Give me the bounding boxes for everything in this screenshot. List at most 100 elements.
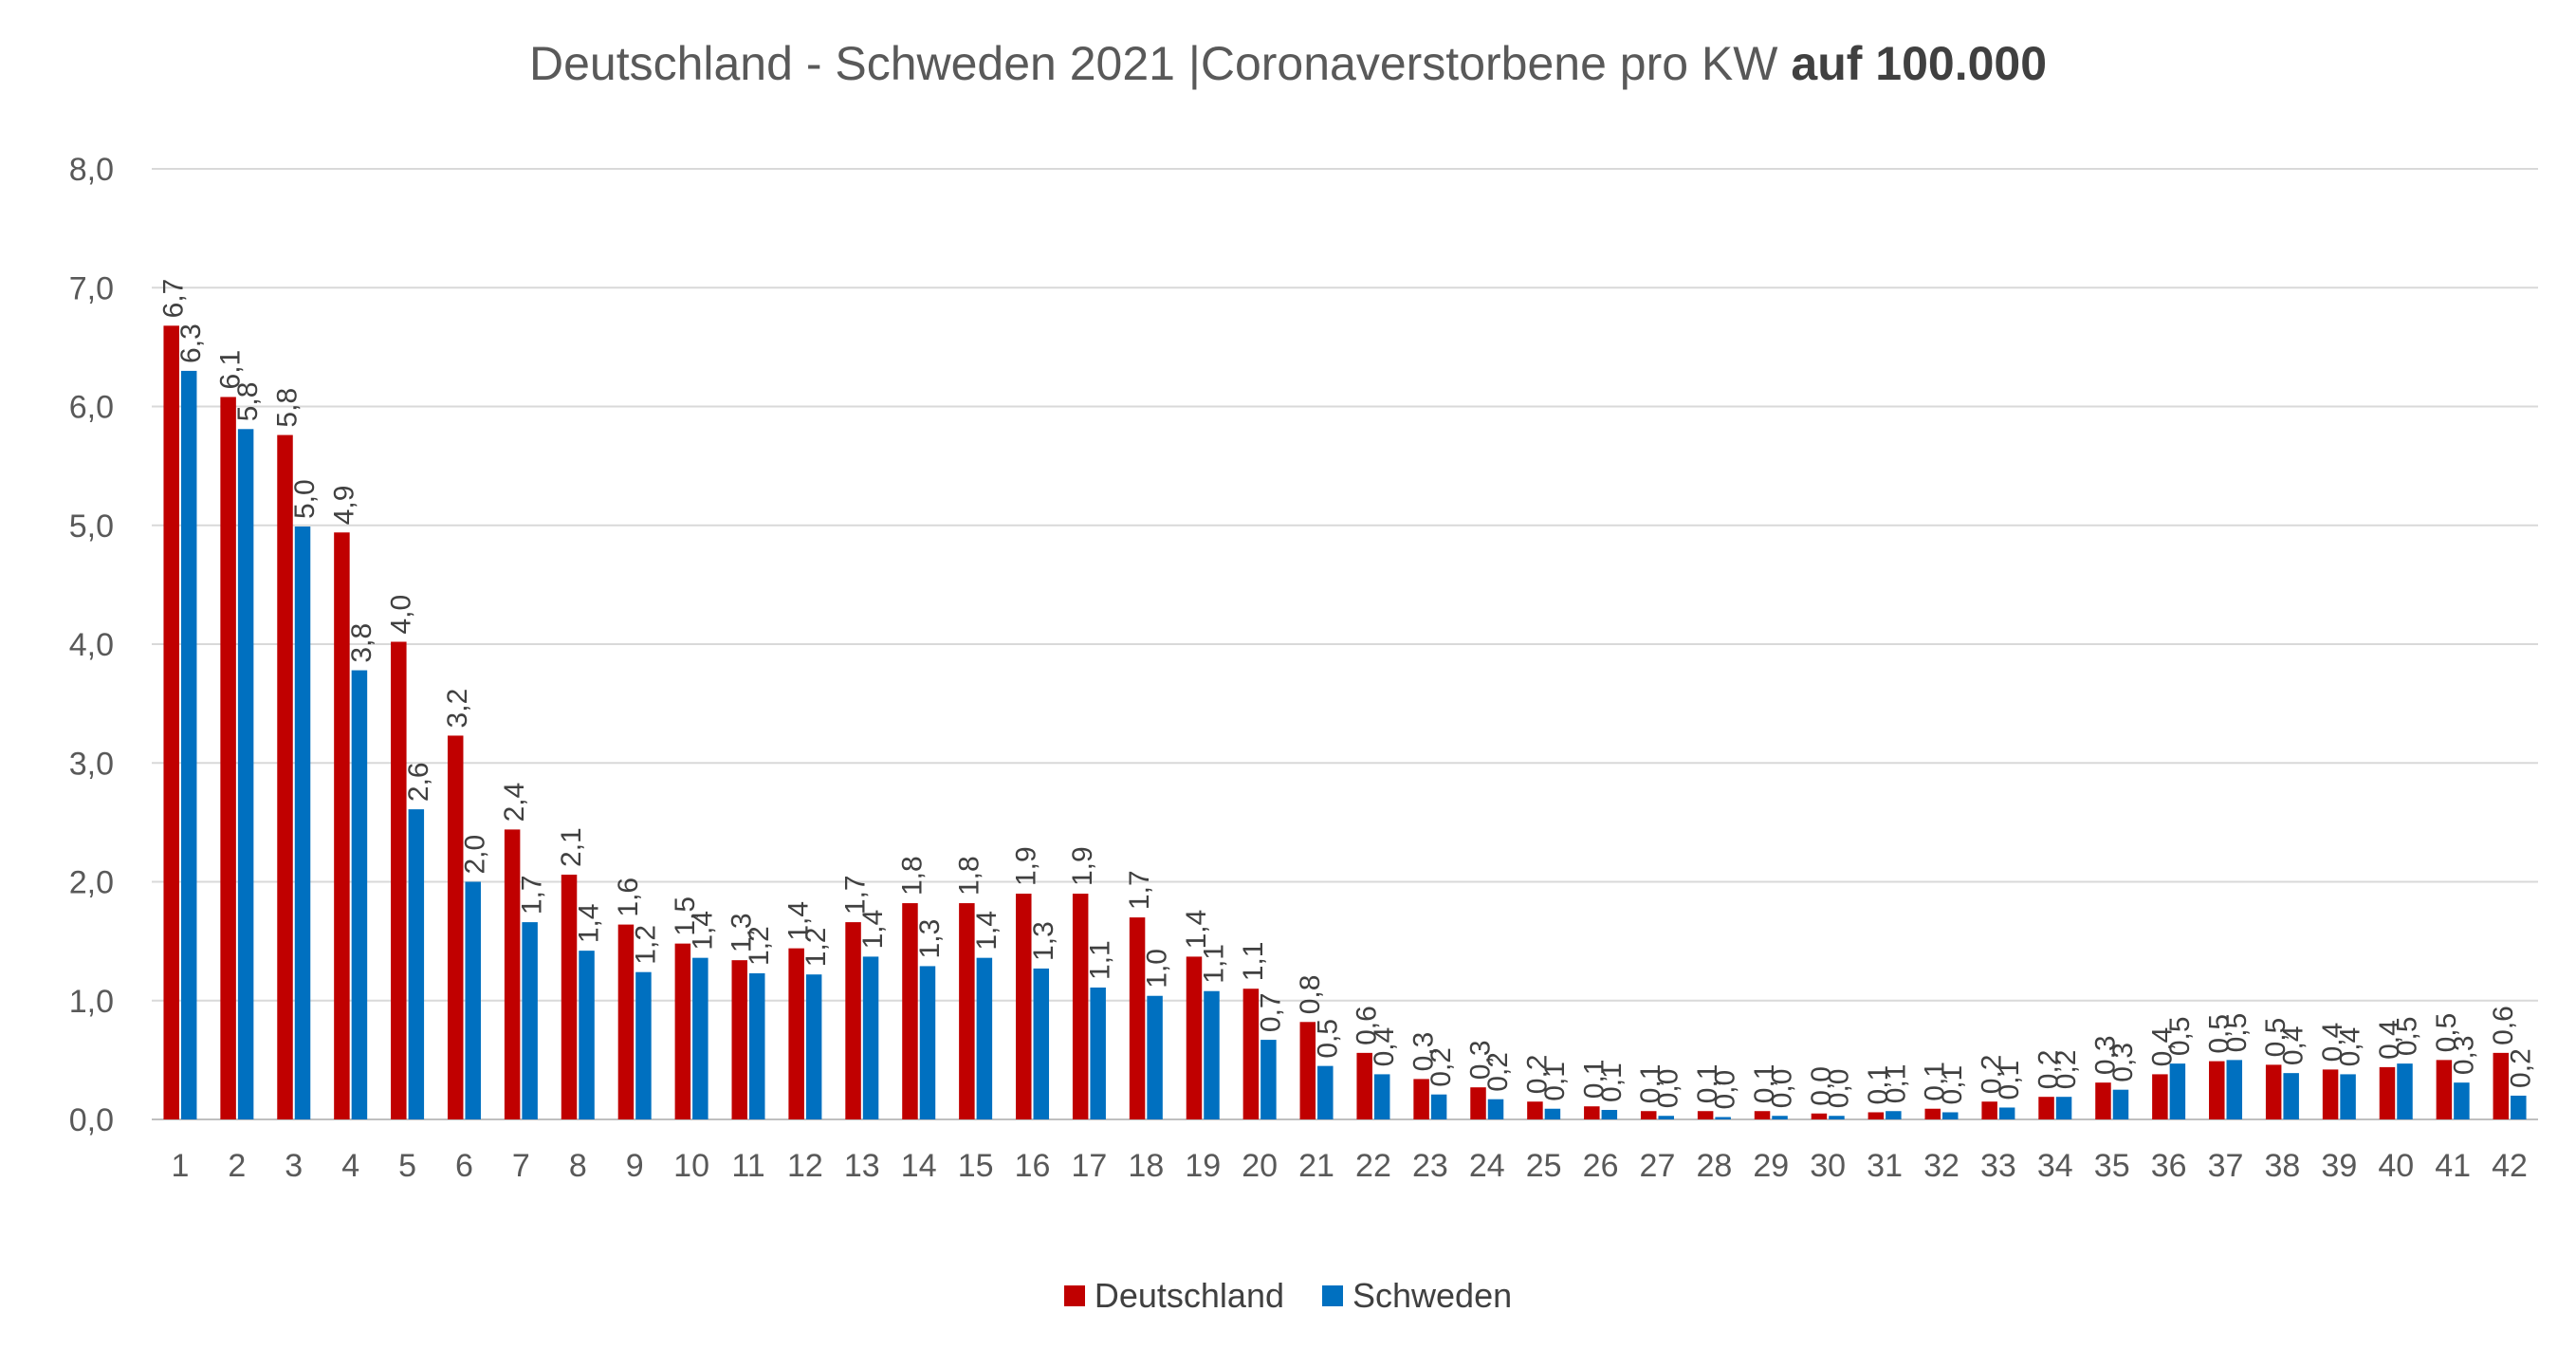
x-tick-label: 38 [2265, 1148, 2301, 1184]
data-label: 1,4 [971, 911, 1003, 951]
x-tick-label: 24 [1469, 1148, 1505, 1184]
data-label: 0,2 [1977, 1054, 2008, 1094]
bar-schweden [692, 957, 708, 1119]
data-label: 5,0 [289, 479, 321, 519]
bar-deutschland [220, 397, 236, 1120]
data-label: 0,3 [2107, 1043, 2139, 1082]
data-label: 1,4 [857, 910, 889, 950]
data-label: 0,4 [2317, 1023, 2348, 1063]
bar-schweden [1204, 990, 1220, 1119]
x-tick-label: 9 [626, 1148, 644, 1184]
bar-schweden [1998, 1107, 2015, 1119]
bar-deutschland [1754, 1111, 1771, 1119]
x-tick-label: 5 [398, 1148, 416, 1184]
bar-schweden [1430, 1094, 1447, 1119]
bar-schweden [862, 956, 879, 1119]
bar-schweden [1544, 1108, 1561, 1119]
x-tick-label: 41 [2435, 1148, 2471, 1184]
bar-schweden [2283, 1073, 2299, 1119]
x-tick-label: 16 [1015, 1148, 1051, 1184]
bar-schweden [919, 966, 936, 1119]
data-label: 1,8 [896, 856, 928, 896]
data-label: 0,2 [1521, 1054, 1553, 1094]
data-label: 0,0 [1653, 1069, 1684, 1109]
data-label: 1,4 [687, 911, 718, 951]
bar-schweden [805, 974, 822, 1119]
bar-schweden [635, 971, 652, 1119]
x-tick-label: 8 [569, 1148, 587, 1184]
legend-label-schweden: Schweden [1352, 1276, 1513, 1315]
bar-deutschland [1016, 894, 1032, 1119]
x-tick-label: 15 [958, 1148, 994, 1184]
data-label: 0,2 [2033, 1049, 2065, 1089]
bar-deutschland [731, 960, 747, 1119]
data-label: 0,1 [1880, 1064, 1911, 1104]
data-label: 1,2 [800, 927, 832, 967]
x-tick-label: 21 [1298, 1148, 1334, 1184]
data-label: 1,4 [1181, 910, 1212, 950]
legend-swatch-schweden [1322, 1285, 1343, 1306]
bar-schweden [1715, 1117, 1731, 1119]
data-label: 1,9 [1010, 846, 1041, 886]
data-label: 5,8 [232, 382, 264, 422]
bar-deutschland [1413, 1079, 1429, 1119]
bar-schweden [1772, 1116, 1788, 1119]
chart-title: Deutschland - Schweden 2021 |Coronaverst… [0, 36, 2576, 91]
bar-deutschland [1186, 956, 1203, 1119]
data-label: 1,7 [1124, 870, 1155, 910]
x-tick-label: 39 [2321, 1148, 2357, 1184]
bar-schweden [1260, 1040, 1277, 1119]
data-label: 0,5 [2260, 1018, 2291, 1058]
legend-item-schweden[interactable]: Schweden [1322, 1276, 1512, 1316]
data-label: 0,2 [2051, 1049, 2082, 1089]
x-tick-label: 6 [455, 1148, 473, 1184]
x-tick-label: 7 [512, 1148, 530, 1184]
bar-deutschland [561, 874, 578, 1119]
bar-schweden [976, 957, 993, 1119]
bar-deutschland [1470, 1087, 1486, 1119]
data-label: 2,4 [499, 783, 530, 822]
bar-schweden [2169, 1063, 2186, 1119]
data-label: 0,0 [1806, 1066, 1837, 1106]
data-label: 1,1 [1238, 942, 1269, 982]
data-label: 1,1 [1198, 944, 1229, 984]
bar-schweden [2511, 1095, 2527, 1119]
x-tick-label: 40 [2378, 1148, 2414, 1184]
bar-deutschland [1527, 1101, 1543, 1119]
data-label: 6,7 [158, 279, 190, 319]
bar-deutschland [2152, 1074, 2168, 1119]
bar-deutschland [902, 903, 918, 1119]
y-tick-label: 0,0 [69, 1102, 114, 1138]
bar-schweden [1147, 995, 1163, 1119]
data-label: 1,0 [1142, 949, 1173, 989]
data-label: 0,4 [1369, 1027, 1400, 1067]
bar-schweden [522, 922, 538, 1119]
x-tick-label: 23 [1412, 1148, 1448, 1184]
data-label: 0,1 [1578, 1060, 1610, 1100]
data-label: 2,6 [403, 762, 434, 802]
data-label: 0,1 [1749, 1064, 1780, 1104]
x-tick-label: 30 [1810, 1148, 1846, 1184]
data-label: 0,1 [1596, 1063, 1628, 1102]
bar-schweden [579, 951, 595, 1119]
data-label: 0,3 [2089, 1035, 2121, 1075]
bar-schweden [294, 527, 311, 1119]
data-label: 4,9 [328, 486, 359, 526]
bar-deutschland [2379, 1066, 2396, 1119]
data-label: 6,1 [215, 350, 247, 390]
legend-item-deutschland[interactable]: Deutschland [1063, 1276, 1284, 1316]
data-label: 0,1 [1539, 1062, 1571, 1101]
bar-deutschland [1924, 1108, 1941, 1119]
x-tick-label: 34 [2037, 1148, 2073, 1184]
bar-deutschland [2038, 1097, 2054, 1119]
bar-schweden [408, 809, 425, 1119]
data-label: 0,5 [2221, 1013, 2253, 1053]
bar-deutschland [2436, 1060, 2453, 1119]
y-tick-label: 2,0 [69, 865, 114, 901]
x-tick-label: 36 [2151, 1148, 2187, 1184]
data-label: 0,0 [1823, 1069, 1854, 1109]
bar-schweden [237, 429, 254, 1119]
x-tick-label: 29 [1753, 1148, 1789, 1184]
bar-schweden [2226, 1060, 2243, 1119]
data-label: 0,1 [1692, 1064, 1723, 1104]
